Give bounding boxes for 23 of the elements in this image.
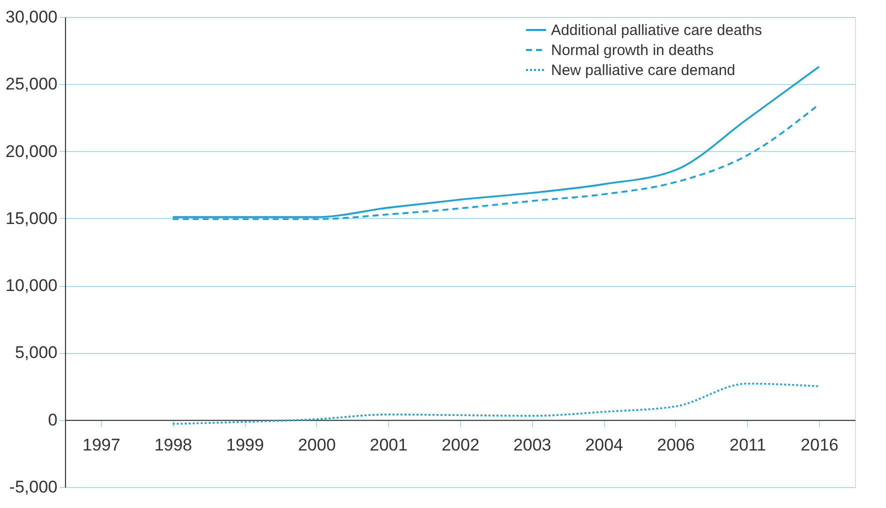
x-tick-label: 2016 bbox=[800, 435, 839, 454]
y-tick-label: -5,000 bbox=[9, 478, 58, 496]
line-series bbox=[172, 382, 820, 425]
x-tick-label: 2003 bbox=[513, 435, 552, 454]
x-tick-label: 2004 bbox=[585, 435, 624, 454]
y-tick-label: 15,000 bbox=[6, 208, 58, 228]
y-tick-label: 20,000 bbox=[6, 142, 58, 161]
x-tick-label: 2006 bbox=[657, 435, 695, 454]
legend-label: Additional palliative care deaths bbox=[551, 22, 762, 39]
x-tick-label: 1997 bbox=[82, 435, 120, 454]
legend-label: Normal growth in deaths bbox=[551, 42, 714, 59]
y-tick-label: 5,000 bbox=[14, 343, 58, 362]
y-tick-label: 10,000 bbox=[6, 276, 58, 296]
x-tick-label: 2002 bbox=[442, 435, 480, 454]
x-tick-label: 1999 bbox=[226, 435, 264, 454]
x-tick-label: 1998 bbox=[154, 435, 192, 454]
y-tick-label: 25,000 bbox=[6, 74, 58, 94]
x-tick-label: 2011 bbox=[729, 435, 766, 454]
y-tick-label: 0 bbox=[48, 410, 58, 430]
x-tick-label: 2001 bbox=[370, 435, 408, 454]
legend-label: New palliative care demand bbox=[551, 62, 736, 79]
y-tick-label: 30,000 bbox=[6, 8, 58, 26]
x-tick-label: 2000 bbox=[298, 435, 336, 454]
